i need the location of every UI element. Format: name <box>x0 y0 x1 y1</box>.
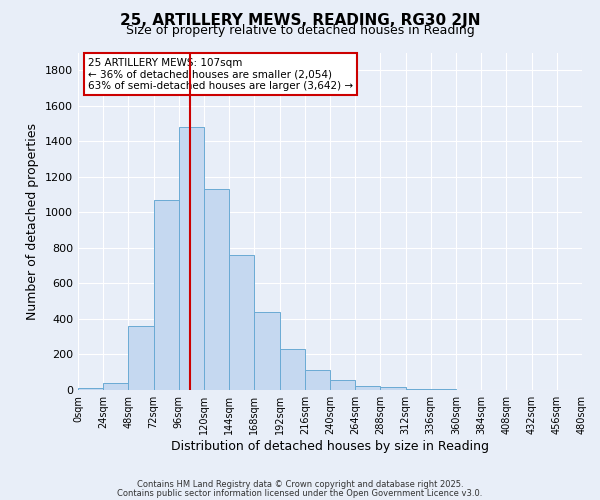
Bar <box>179 127 204 390</box>
Text: Size of property relative to detached houses in Reading: Size of property relative to detached ho… <box>125 24 475 37</box>
Bar <box>103 383 128 390</box>
Bar <box>380 388 406 390</box>
Text: Contains public sector information licensed under the Open Government Licence v3: Contains public sector information licen… <box>118 488 482 498</box>
Bar <box>78 388 103 390</box>
Text: 25, ARTILLERY MEWS, READING, RG30 2JN: 25, ARTILLERY MEWS, READING, RG30 2JN <box>120 12 480 28</box>
Bar <box>406 389 431 390</box>
Bar <box>280 349 305 390</box>
X-axis label: Distribution of detached houses by size in Reading: Distribution of detached houses by size … <box>171 440 489 452</box>
Bar <box>330 380 355 390</box>
Text: 25 ARTILLERY MEWS: 107sqm
← 36% of detached houses are smaller (2,054)
63% of se: 25 ARTILLERY MEWS: 107sqm ← 36% of detac… <box>88 58 353 91</box>
Bar <box>229 255 254 390</box>
Bar <box>154 200 179 390</box>
Bar <box>254 312 280 390</box>
Bar <box>204 190 229 390</box>
Text: Contains HM Land Registry data © Crown copyright and database right 2025.: Contains HM Land Registry data © Crown c… <box>137 480 463 489</box>
Bar <box>305 370 330 390</box>
Bar <box>355 386 380 390</box>
Bar <box>128 326 154 390</box>
Y-axis label: Number of detached properties: Number of detached properties <box>26 122 40 320</box>
